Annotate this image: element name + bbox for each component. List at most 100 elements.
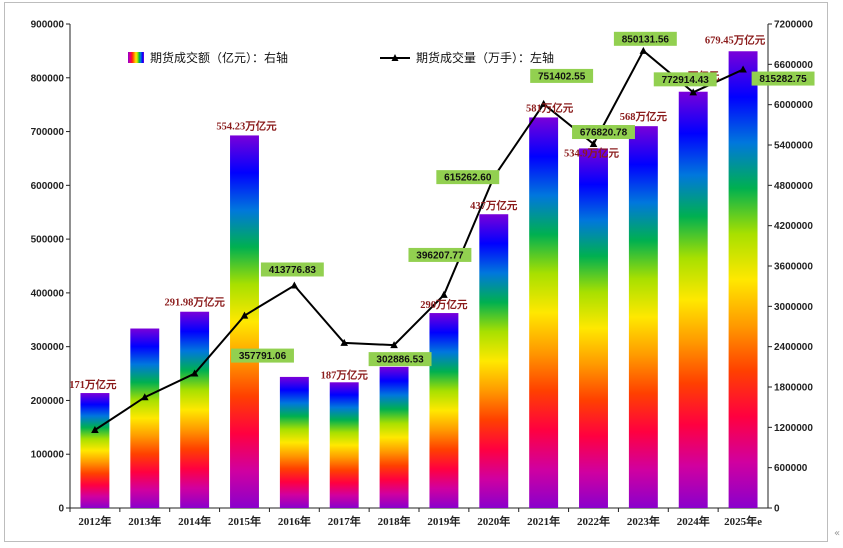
legend-line-label: 期货成交量（万手）：左轴 (416, 50, 554, 65)
line-point (190, 369, 199, 377)
x-tick-label: 2012年 (78, 514, 111, 528)
line-value-label-box (436, 170, 500, 185)
y-right-tick-label: 1200000 (774, 423, 813, 434)
bar (479, 214, 509, 508)
bar (429, 313, 459, 508)
bar-value-label: 581万亿元 (526, 101, 574, 114)
bar (80, 393, 110, 508)
x-tick-label: 2016年 (278, 514, 311, 528)
bar (728, 51, 758, 509)
line-value-label-box (751, 71, 815, 86)
x-tick-label: 2015年 (228, 514, 261, 528)
y-right-tick-label: 5400000 (774, 141, 813, 152)
x-tick-label: 2021年 (527, 514, 560, 528)
line-value-label: 772914.43 (662, 75, 710, 86)
line-point (589, 140, 598, 148)
y-right-tick-label: 6000000 (774, 100, 813, 111)
y-left-tick-label: 0 (58, 504, 64, 515)
bar (329, 382, 359, 508)
y-left-tick-label: 200000 (31, 396, 65, 407)
line-point (240, 311, 249, 319)
legend-bar-label: 期货成交额（亿元）：右轴 (150, 50, 288, 65)
y-left-tick-label: 500000 (31, 235, 65, 246)
bar-value-label: 187万亿元 (321, 368, 369, 381)
y-right-tick-label: 3000000 (774, 302, 813, 313)
bar-value-label: 291.98万亿元 (164, 296, 225, 309)
line-point (290, 281, 299, 289)
y-left-tick-label: 400000 (31, 288, 65, 299)
y-left-tick-label: 900000 (31, 20, 65, 31)
legend-line-marker (391, 54, 399, 61)
line-point (689, 88, 698, 96)
y-right-tick-label: 0 (774, 504, 780, 515)
bar-value-label: 437万亿元 (470, 199, 518, 212)
legend-bar-swatch (128, 52, 144, 63)
y-left-tick-label: 600000 (31, 181, 65, 192)
bar-value-label: 679.45万亿元 (705, 33, 766, 46)
line-value-label-box (368, 352, 432, 367)
corner-mark: « (834, 528, 841, 539)
y-right-tick-label: 4800000 (774, 181, 813, 192)
y-right-tick-label: 3600000 (774, 262, 813, 273)
line-point (91, 426, 99, 434)
y-left-tick-label: 300000 (31, 342, 65, 353)
x-tick-label: 2013年 (128, 514, 161, 528)
bar (379, 366, 409, 508)
line-value-label-box (408, 247, 472, 262)
bar-value-label: 534.9万亿元 (564, 146, 620, 159)
line-point (739, 65, 747, 73)
y-right-tick-label: 2400000 (774, 342, 813, 353)
x-tick-label: 2025年e (724, 514, 762, 528)
y-right-tick-label: 4200000 (774, 221, 813, 232)
bar (180, 311, 210, 508)
line-point (639, 46, 648, 54)
line-value-label: 815282.75 (759, 74, 807, 85)
bar-value-label: 171万亿元 (69, 378, 117, 391)
y-left-tick-label: 100000 (31, 450, 65, 461)
line-value-label-box (613, 31, 677, 46)
line-point (140, 393, 149, 401)
bar (579, 148, 608, 508)
line-value-label: 357791.06 (239, 351, 287, 362)
x-tick-label: 2023年 (627, 514, 660, 528)
x-tick-label: 2014年 (178, 514, 211, 528)
y-left-tick-label: 700000 (31, 127, 65, 138)
line-value-label: 850131.56 (622, 34, 670, 45)
line-value-label: 615262.60 (444, 173, 492, 184)
bar-value-label: 554.23万亿元 (216, 119, 277, 132)
y-right-tick-label: 6600000 (774, 60, 813, 71)
series-line (94, 49, 744, 431)
y-right-tick-label: 600000 (774, 463, 808, 474)
y-right-tick-label: 1800000 (774, 383, 813, 394)
bar (628, 126, 658, 508)
x-tick-label: 2017年 (328, 514, 361, 528)
line-value-label: 676820.78 (580, 128, 628, 139)
line-point (390, 341, 398, 349)
x-tick-label: 2018年 (378, 514, 411, 528)
line-value-label: 413776.83 (269, 265, 317, 276)
y-left-tick-label: 800000 (31, 73, 65, 84)
line-value-label-box (530, 68, 594, 83)
bar (130, 328, 160, 508)
bar (279, 376, 309, 508)
bar-value-label: 290万亿元 (420, 298, 468, 311)
x-tick-label: 2024年 (677, 514, 710, 528)
bar (529, 117, 559, 508)
line-value-label-box (231, 348, 294, 363)
y-right-tick-label: 7200000 (774, 20, 813, 31)
x-tick-label: 2019年 (427, 514, 460, 528)
bar-value-label: 568万亿元 (620, 110, 668, 123)
line-value-label: 302886.53 (376, 355, 424, 366)
line-value-label-box (653, 72, 717, 87)
line-point (340, 338, 349, 346)
line-value-label-box (572, 125, 635, 140)
bar (230, 135, 259, 509)
line-point (539, 99, 548, 107)
line-value-label: 751402.55 (538, 72, 586, 83)
line-value-label-box (260, 262, 324, 277)
x-tick-label: 2020年 (477, 514, 510, 528)
line-value-label: 396207.77 (416, 251, 464, 262)
line-point (440, 290, 448, 298)
bar (678, 91, 708, 508)
